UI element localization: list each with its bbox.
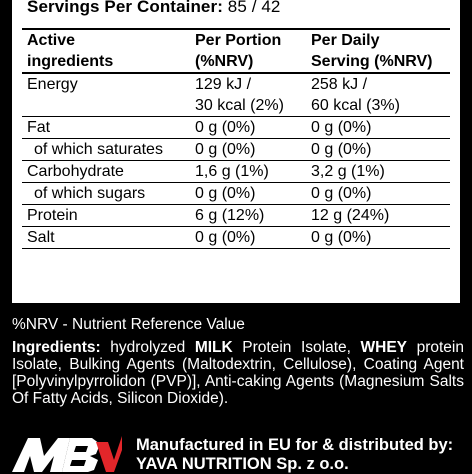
nutrition-panel: Servings Per Container: 85 / 42 Active i… <box>12 0 460 303</box>
row-name: Energy <box>27 76 78 93</box>
row-portion: 6 g (12%) <box>195 207 265 224</box>
row-daily: 258 kJ / 60 kcal (3%) <box>306 74 450 116</box>
row-name: Fat <box>27 119 51 136</box>
header-line: Active <box>27 32 76 49</box>
ingredients-part: protein Isolate, Bulking Agents (Maltode… <box>12 339 464 407</box>
row-daily: 0 g (0%) <box>311 119 372 136</box>
value-line: 30 kcal (2%) <box>195 97 284 114</box>
table-header-row: Active ingredients Per Portion (%NRV) Pe… <box>22 30 450 74</box>
row-portion: 0 g (0%) <box>195 185 256 202</box>
value-line: 60 kcal (3%) <box>311 97 400 114</box>
table-row-energy: Energy 129 kJ / 30 kcal (2%) 258 kJ / 60… <box>22 74 450 117</box>
row-daily: 0 g (0%) <box>311 141 372 158</box>
row-portion: 0 g (0%) <box>195 229 256 246</box>
row-daily: 3,2 g (1%) <box>311 163 385 180</box>
header-active-ingredients: Active ingredients <box>22 30 190 72</box>
row-name: Protein <box>27 207 78 224</box>
row-name: of which sugars <box>34 185 146 202</box>
header-line: Per Portion <box>195 32 282 49</box>
row-portion: 0 g (0%) <box>195 141 256 158</box>
header-per-daily-serving: Per Daily Serving (%NRV) <box>306 30 450 72</box>
ingredients-part: Protein Isolate, <box>232 339 361 356</box>
table-row-carbohydrate: Carbohydrate 1,6 g (1%) 3,2 g (1%) <box>22 161 450 183</box>
brand-logo <box>12 436 122 472</box>
table-row-salt: Salt 0 g (0%) 0 g (0%) <box>22 227 450 249</box>
row-portion: 0 g (0%) <box>195 119 256 136</box>
ingredients-allergen: MILK <box>194 339 233 356</box>
value-line: 258 kJ / <box>311 76 368 93</box>
row-name: of which saturates <box>34 141 163 158</box>
row-daily: 12 g (24%) <box>311 207 390 224</box>
table-row-fat: Fat 0 g (0%) 0 g (0%) <box>22 117 450 139</box>
row-daily: 0 g (0%) <box>311 229 372 246</box>
table-row-protein: Protein 6 g (12%) 12 g (24%) <box>22 205 450 227</box>
row-portion: 1,6 g (1%) <box>195 163 269 180</box>
header-line: Per Daily <box>311 32 380 49</box>
ingredients-label: Ingredients: <box>12 339 101 356</box>
ingredients-part: hydrolyzed <box>100 339 195 356</box>
distributor-name: YAVA NUTRITION Sp. z o.o. <box>136 455 349 473</box>
table-row-sugars: of which sugars 0 g (0%) 0 g (0%) <box>22 183 450 205</box>
row-daily: 0 g (0%) <box>311 185 372 202</box>
distributor-line: Manufactured in EU for & distributed by: <box>136 436 454 454</box>
ingredients-allergen: WHEY <box>360 339 408 356</box>
servings-value: 85 / 42 <box>227 0 281 16</box>
row-portion: 129 kJ / 30 kcal (2%) <box>190 74 306 116</box>
servings-per-container: Servings Per Container: 85 / 42 <box>27 0 281 17</box>
ingredients-text: Ingredients: hydrolyzed MILK Protein Iso… <box>12 339 464 407</box>
row-name: Salt <box>27 229 55 246</box>
nrv-note: %NRV - Nutrient Reference Value <box>12 316 245 333</box>
header-line: ingredients <box>27 53 114 70</box>
header-line: Serving (%NRV) <box>311 53 433 70</box>
header-per-portion: Per Portion (%NRV) <box>190 30 306 72</box>
distributor-info: Manufactured in EU for & distributed by:… <box>136 436 453 474</box>
nutrition-table: Active ingredients Per Portion (%NRV) Pe… <box>22 28 450 249</box>
value-line: 129 kJ / <box>195 76 252 93</box>
row-name: Carbohydrate <box>27 163 124 180</box>
servings-label: Servings Per Container: <box>27 0 223 16</box>
header-line: (%NRV) <box>195 53 254 70</box>
table-row-saturates: of which saturates 0 g (0%) 0 g (0%) <box>22 139 450 161</box>
